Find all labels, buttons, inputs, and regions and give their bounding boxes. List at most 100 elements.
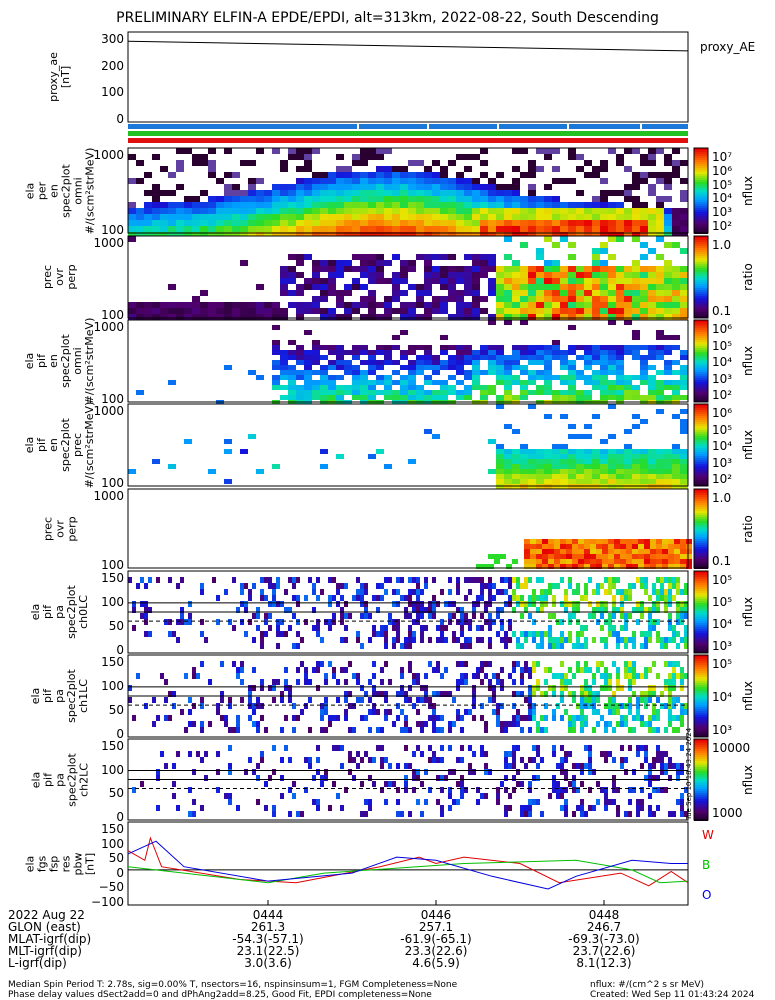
electron-ratio-cell [504, 266, 512, 272]
ion-prec-cell [648, 479, 656, 484]
pa-ch1-cell [372, 691, 376, 697]
pa-ch1-cell [200, 703, 204, 709]
electron-omni-cell [160, 190, 168, 196]
electron-omni-cell [352, 172, 360, 178]
colorbar-cell [694, 280, 708, 282]
pa-ch1-cell [324, 727, 328, 733]
pa-ch2-cell [612, 781, 616, 787]
pa-ch0-cell [432, 613, 436, 619]
ion-omni-cell [440, 385, 448, 390]
ion-omni-cell [568, 350, 576, 355]
ion-omni-cell [504, 370, 512, 375]
pa-ch2-cell [648, 811, 652, 817]
electron-omni-cell [608, 148, 616, 154]
pa-ch1-cell [404, 721, 408, 727]
electron-omni-cell [128, 226, 136, 232]
electron-omni-cell [248, 214, 256, 220]
electron-omni-cell [664, 160, 672, 166]
pa-ch1-cell [344, 691, 348, 697]
ion-omni-cell [320, 370, 328, 375]
pa-ch1-cell [192, 673, 196, 679]
ion-ratio-cell [560, 554, 566, 559]
colorbar-cell [694, 581, 708, 583]
electron-omni-cell [312, 232, 320, 238]
electron-omni-cell [168, 232, 176, 238]
pa-ch2-cell [420, 751, 424, 757]
ion-prec-cell [576, 479, 584, 484]
pa-ch0-cell [460, 631, 464, 637]
ion-omni-cell [504, 390, 512, 395]
pa-ch2-cell [556, 793, 560, 799]
colorbar-cell [694, 771, 708, 773]
pa-ch2-cell [348, 757, 352, 763]
colorbar-cell [694, 795, 708, 797]
pa-ch0-cell [540, 643, 544, 649]
electron-ratio-cell [592, 302, 600, 308]
ion-ratio-cell [656, 564, 662, 569]
pa-ch1-cell [648, 685, 652, 691]
pa-ch1-cell [668, 697, 672, 703]
electron-ratio-cell [592, 272, 600, 278]
ion-omni-cell [312, 395, 320, 400]
pa-ch1-cell [592, 679, 596, 685]
pa-ch1-cell [472, 691, 476, 697]
pa-ch0-cell [608, 583, 612, 589]
ion-prec-cell [512, 459, 520, 464]
electron-ratio-cell [552, 308, 560, 314]
colorbar-cell [694, 372, 708, 374]
pa-ch1-cell [644, 697, 648, 703]
electron-omni-cell [408, 214, 416, 220]
electron-omni-cell [624, 208, 632, 214]
colorbar-cell [694, 655, 708, 657]
y-tick-label: 100 [101, 308, 124, 322]
electron-omni-cell [640, 202, 648, 208]
ion-ratio-cell [632, 564, 638, 569]
ion-omni-cell [424, 355, 432, 360]
colorbar-cell [694, 284, 708, 286]
electron-ratio-cell [208, 308, 216, 314]
pa-ch0-cell [536, 631, 540, 637]
pa-ch1-cell [248, 697, 252, 703]
electron-omni-cell [520, 220, 528, 226]
electron-omni-cell [280, 196, 288, 202]
electron-omni-cell [384, 202, 392, 208]
electron-ratio-cell [592, 296, 600, 302]
pa-ch0-cell [340, 607, 344, 613]
ion-ratio-cell [686, 564, 692, 569]
colorbar-cell [694, 731, 708, 733]
pa-ch0-cell [268, 601, 272, 607]
pa-ch0-cell [356, 631, 360, 637]
pa-ch1-cell [644, 691, 648, 697]
pa-ch2-cell [460, 787, 464, 793]
pa-ch2-cell [476, 787, 480, 793]
electron-omni-cell [568, 208, 576, 214]
electron-omni-cell [432, 178, 440, 184]
colorbar-tick-label: 10⁵ [712, 573, 733, 587]
ion-prec-cell [568, 449, 576, 454]
electron-omni-cell [512, 208, 520, 214]
colorbar-cell [694, 565, 708, 567]
electron-ratio-cell [632, 266, 640, 272]
pa-ch1-cell [656, 715, 660, 721]
ion-omni-cell [344, 365, 352, 370]
ion-omni-cell [576, 355, 584, 360]
ion-omni-cell [520, 380, 528, 385]
ion-prec-cell [432, 434, 440, 439]
pa-ch1-cell [456, 679, 460, 685]
colorbar-cell [694, 679, 708, 681]
ion-omni-cell [512, 380, 520, 385]
pa-ch0-cell [632, 637, 636, 643]
pa-ch0-cell [212, 577, 216, 583]
pa-ch1-cell [520, 679, 524, 685]
pa-ch2-cell [520, 811, 524, 817]
colorbar-cell [694, 370, 708, 372]
electron-omni-cell [544, 220, 552, 226]
electron-omni-cell [176, 226, 184, 232]
pa-ch2-cell [564, 751, 568, 757]
pa-ch0-cell [144, 607, 148, 613]
pa-ch2-cell [192, 799, 196, 805]
pa-ch1-cell [384, 661, 388, 667]
electron-omni-cell [368, 232, 376, 238]
electron-ratio-cell [408, 266, 416, 272]
electron-omni-cell [456, 202, 464, 208]
